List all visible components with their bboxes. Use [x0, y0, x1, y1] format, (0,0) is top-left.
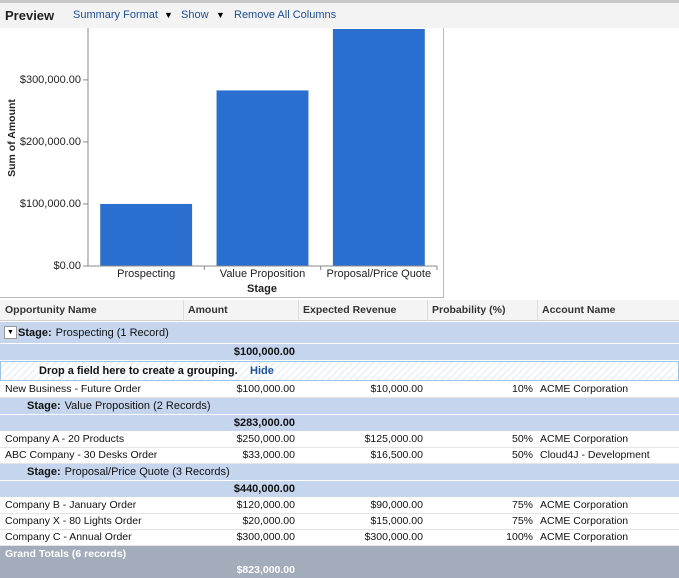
table-cell: Cloud4J - Development	[540, 449, 650, 461]
table-cell: 10%	[511, 383, 533, 395]
table-cell: New Business - Future Order	[5, 383, 141, 395]
table-cell: $33,000.00	[242, 449, 295, 461]
column-divider	[298, 300, 299, 321]
group-title: Value Proposition (2 Records)	[64, 400, 211, 412]
table-cell: ACME Corporation	[540, 515, 629, 527]
table-cell: $15,000.00	[370, 515, 423, 527]
x-tick-label: Value Proposition	[220, 268, 305, 280]
table-cell: 100%	[506, 531, 533, 543]
table-cell: $100,000.00	[236, 383, 295, 395]
hide-link[interactable]: Hide	[250, 365, 274, 377]
y-tick-label: $200,000.00	[20, 136, 81, 148]
bar	[332, 29, 425, 266]
table-cell: 75%	[511, 515, 533, 527]
group-subtotal-row: $440,000.00	[0, 481, 679, 497]
table-cell: $20,000.00	[242, 515, 295, 527]
data-row: Company B - January Order $120,000.00 $90,…	[0, 498, 679, 514]
table-cell: ACME Corporation	[540, 383, 629, 395]
y-tick-label: $300,000.00	[20, 74, 81, 86]
table-cell: ABC Company - 30 Desks Order	[5, 449, 158, 461]
bar	[100, 203, 193, 266]
x-tick-label: Prospecting	[117, 268, 175, 280]
table-cell: Company B - January Order	[5, 499, 137, 511]
data-row: Company X - 80 Lights Order $20,000.00 $15…	[0, 514, 679, 530]
table-cell: $120,000.00	[236, 499, 295, 511]
group-subtotal-row: $283,000.00	[0, 415, 679, 431]
data-row: Company C - Annual Order $300,000.00 $300,…	[0, 530, 679, 546]
table-cell: $10,000.00	[370, 383, 423, 395]
grand-total-label: Grand Totals (6 records)	[5, 548, 127, 560]
column-header: Amount	[188, 304, 228, 316]
table-cell: ACME Corporation	[540, 531, 629, 543]
summary-format-menu[interactable]: Summary Format	[73, 9, 158, 21]
preview-title: Preview	[5, 8, 55, 23]
group-header: Stage: Proposal/Price Quote (3 Records)	[0, 464, 679, 480]
y-tick-label: $0.00	[53, 260, 81, 272]
group-header: ▼ Stage: Prospecting (1 Record)	[0, 322, 679, 343]
stage-label: Stage: Value Proposition (2 Records)	[27, 400, 211, 412]
show-menu[interactable]: Show	[181, 9, 209, 21]
column-divider	[537, 300, 538, 321]
drop-hint: Drop a field here to create a grouping.	[39, 365, 238, 377]
data-row: ABC Company - 30 Desks Order $33,000.00 $1…	[0, 448, 679, 464]
column-header: Account Name	[542, 304, 616, 316]
table-cell: $300,000.00	[236, 531, 295, 543]
y-axis-label: Sum of Amount	[6, 99, 18, 177]
bar	[216, 90, 309, 266]
grand-total: $823,000.00	[236, 564, 295, 576]
group-subtotal: $100,000.00	[233, 346, 295, 358]
toolbar: Preview Summary Format ▼ Show ▼ Remove A…	[0, 0, 679, 28]
group-subtotal: $283,000.00	[233, 417, 295, 429]
plot	[100, 29, 425, 266]
dropdown-arrow[interactable]: ▼	[216, 10, 225, 20]
data-row: New Business - Future Order $100,000.00 $1…	[0, 382, 679, 398]
chart: Sum of Amount Stage $0.00 $100,000.00 $200…	[0, 28, 444, 298]
x-tick-label: Proposal/Price Quote	[327, 268, 432, 280]
table-cell: $300,000.00	[364, 531, 423, 543]
group-title: Prospecting (1 Record)	[55, 327, 169, 339]
table-cell: $16,500.00	[370, 449, 423, 461]
table-cell: Company C - Annual Order	[5, 531, 132, 543]
group-subtotal-row: $100,000.00	[0, 344, 679, 360]
table-cell: Company X - 80 Lights Order	[5, 515, 142, 527]
table-cell: Company A - 20 Products	[5, 433, 125, 445]
table-cell: 50%	[511, 449, 533, 461]
dropdown-arrow[interactable]: ▼	[164, 10, 173, 20]
table-cell: ACME Corporation	[540, 499, 629, 511]
table-cell: $90,000.00	[370, 499, 423, 511]
x-axis-label: Stage	[247, 283, 277, 295]
column-header: Probability (%)	[432, 304, 506, 316]
table-cell: ACME Corporation	[540, 433, 629, 445]
group-title: Proposal/Price Quote (3 Records)	[64, 466, 230, 478]
table-header: Opportunity Name Amount Expected Revenue Pr…	[0, 300, 679, 321]
drop-zone: Drop a field here to create a grouping. H…	[0, 361, 679, 381]
column-header: Expected Revenue	[303, 304, 397, 316]
table-cell: 50%	[511, 433, 533, 445]
table-cell: $250,000.00	[236, 433, 295, 445]
table-cell: 75%	[511, 499, 533, 511]
collapse-toggle[interactable]: ▼	[4, 326, 17, 339]
y-tick-label: $100,000.00	[20, 198, 81, 210]
column-divider	[427, 300, 428, 321]
data-row: Company A - 20 Products $250,000.00 $125,0…	[0, 432, 679, 448]
grand-total-row: Grand Totals (6 records) $823,000.00	[0, 546, 679, 578]
group-subtotal: $440,000.00	[233, 483, 295, 495]
remove-columns-link[interactable]: Remove All Columns	[234, 9, 337, 21]
stage-label: Stage: Proposal/Price Quote (3 Records)	[27, 466, 230, 478]
column-header: Opportunity Name	[5, 304, 97, 316]
table-cell: $125,000.00	[364, 433, 423, 445]
stage-label: Stage: Prospecting (1 Record)	[18, 327, 169, 339]
group-header: Stage: Value Proposition (2 Records)	[0, 398, 679, 414]
column-divider	[183, 300, 184, 321]
